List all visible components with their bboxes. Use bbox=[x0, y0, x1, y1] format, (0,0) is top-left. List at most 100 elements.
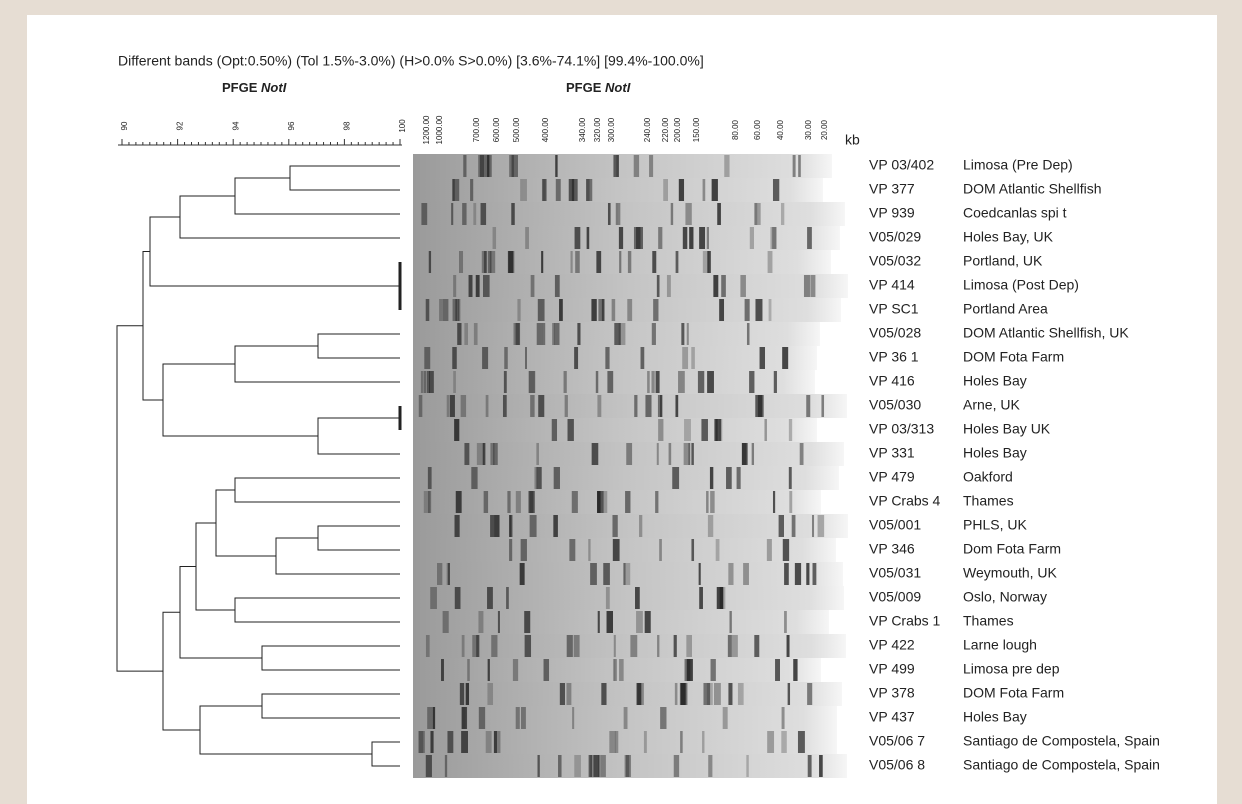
band bbox=[689, 227, 693, 249]
band bbox=[602, 299, 604, 321]
isolate-source: Limosa (Pre Dep) bbox=[963, 157, 1073, 173]
band bbox=[587, 227, 590, 249]
band bbox=[789, 491, 792, 513]
band bbox=[743, 563, 749, 585]
lane bbox=[413, 490, 821, 514]
band bbox=[553, 515, 558, 537]
kb-label: 340.00 bbox=[578, 117, 587, 142]
band bbox=[745, 299, 750, 321]
band bbox=[708, 515, 713, 537]
isolate-id: V05/029 bbox=[869, 229, 921, 245]
band bbox=[569, 179, 574, 201]
band bbox=[427, 707, 433, 729]
band bbox=[433, 707, 435, 729]
band bbox=[793, 155, 796, 177]
band bbox=[531, 275, 535, 297]
band bbox=[652, 251, 656, 273]
band bbox=[728, 563, 733, 585]
band bbox=[669, 443, 672, 465]
band bbox=[607, 371, 613, 393]
band bbox=[592, 443, 599, 465]
band bbox=[516, 491, 521, 513]
kb-label: 1000.00 bbox=[435, 115, 444, 144]
band bbox=[758, 395, 764, 417]
band bbox=[504, 347, 508, 369]
band bbox=[452, 179, 459, 201]
band bbox=[773, 491, 775, 513]
band bbox=[537, 755, 539, 777]
band bbox=[604, 491, 607, 513]
band bbox=[678, 371, 685, 393]
band bbox=[461, 395, 466, 417]
band bbox=[681, 323, 684, 345]
band bbox=[418, 731, 423, 753]
lane bbox=[413, 178, 823, 202]
figure: Different bands (Opt:0.50%) (Tol 1.5%-3.… bbox=[0, 0, 1242, 804]
kb-label: 500.00 bbox=[512, 117, 521, 142]
band bbox=[481, 203, 487, 225]
band bbox=[554, 467, 560, 489]
band bbox=[807, 227, 812, 249]
band bbox=[769, 299, 772, 321]
band bbox=[525, 635, 531, 657]
tick-label: 96 bbox=[287, 121, 296, 130]
band bbox=[498, 611, 500, 633]
band bbox=[616, 203, 618, 225]
band bbox=[445, 755, 447, 777]
band bbox=[516, 707, 520, 729]
band bbox=[476, 275, 480, 297]
band bbox=[537, 323, 543, 345]
band bbox=[691, 443, 693, 465]
band bbox=[507, 491, 510, 513]
band bbox=[710, 491, 714, 513]
isolate-id: VP SC1 bbox=[869, 301, 919, 317]
band bbox=[520, 563, 525, 585]
isolate-id: VP 416 bbox=[869, 373, 915, 389]
isolate-id: VP 331 bbox=[869, 445, 915, 461]
band bbox=[543, 323, 546, 345]
tick-label: 100 bbox=[398, 119, 407, 133]
band bbox=[714, 683, 721, 705]
band bbox=[529, 371, 535, 393]
band bbox=[782, 707, 785, 729]
band bbox=[675, 395, 678, 417]
band bbox=[512, 155, 518, 177]
band bbox=[719, 299, 724, 321]
isolate-source: Oakford bbox=[963, 469, 1013, 485]
band bbox=[569, 539, 575, 561]
band bbox=[728, 683, 732, 705]
band bbox=[658, 419, 663, 441]
band bbox=[494, 515, 499, 537]
band bbox=[541, 251, 543, 273]
lane bbox=[413, 682, 842, 706]
kb-label: 220.00 bbox=[661, 117, 670, 142]
kb-label: 300.00 bbox=[607, 117, 616, 142]
band bbox=[617, 155, 619, 177]
band bbox=[574, 635, 580, 657]
band bbox=[658, 395, 662, 417]
lane bbox=[413, 202, 845, 226]
band bbox=[626, 755, 629, 777]
band bbox=[556, 179, 561, 201]
band bbox=[554, 323, 560, 345]
band bbox=[455, 515, 460, 537]
band bbox=[708, 755, 712, 777]
band bbox=[726, 467, 732, 489]
band bbox=[644, 731, 647, 753]
band bbox=[658, 227, 662, 249]
band bbox=[724, 155, 729, 177]
band bbox=[819, 755, 823, 777]
band bbox=[674, 635, 677, 657]
band bbox=[789, 419, 792, 441]
band bbox=[528, 491, 533, 513]
tick-label: 90 bbox=[120, 121, 129, 130]
band bbox=[716, 539, 720, 561]
band bbox=[706, 491, 708, 513]
band bbox=[564, 371, 567, 393]
isolate-source: Limosa pre dep bbox=[963, 661, 1060, 677]
band bbox=[740, 275, 746, 297]
band bbox=[614, 659, 617, 681]
band bbox=[437, 563, 442, 585]
band bbox=[487, 587, 493, 609]
band bbox=[473, 203, 476, 225]
